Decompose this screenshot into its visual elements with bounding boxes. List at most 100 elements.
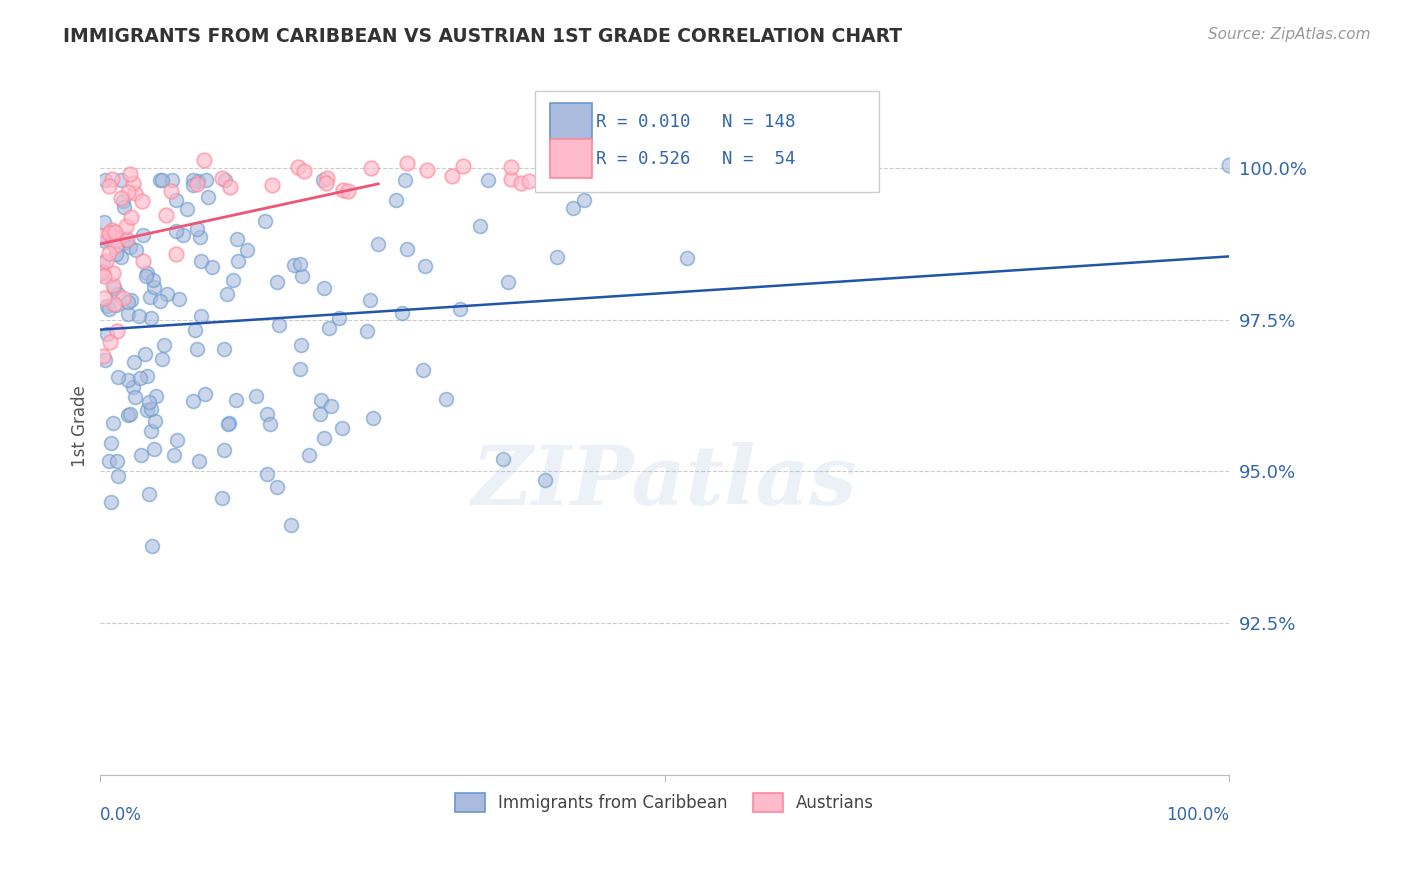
- Point: [165, 246, 187, 260]
- Point: [530, 171, 553, 186]
- Point: [94, 235, 117, 249]
- Point: [96, 327, 118, 342]
- Point: [131, 194, 153, 208]
- Point: [98, 246, 121, 260]
- Point: [91, 255, 114, 269]
- Point: [97, 179, 120, 194]
- Point: [226, 254, 249, 268]
- Point: [367, 237, 389, 252]
- Point: [101, 266, 124, 280]
- Point: [546, 250, 568, 264]
- Point: [266, 275, 288, 289]
- Point: [105, 324, 128, 338]
- Point: [290, 338, 312, 352]
- Point: [149, 173, 172, 187]
- Point: [97, 232, 120, 246]
- Point: [181, 173, 204, 187]
- Point: [136, 266, 159, 280]
- Point: [211, 491, 233, 505]
- Point: [195, 173, 218, 187]
- FancyBboxPatch shape: [550, 103, 592, 142]
- Point: [266, 479, 288, 493]
- Point: [294, 163, 316, 178]
- Point: [312, 431, 335, 445]
- Point: [288, 362, 311, 376]
- Point: [162, 448, 184, 462]
- Point: [395, 242, 418, 256]
- Point: [225, 393, 247, 408]
- Point: [217, 417, 239, 431]
- Point: [103, 297, 125, 311]
- Point: [309, 392, 332, 407]
- Point: [101, 222, 124, 236]
- Point: [104, 247, 127, 261]
- Point: [499, 160, 522, 174]
- Text: IMMIGRANTS FROM CARIBBEAN VS AUSTRIAN 1ST GRADE CORRELATION CHART: IMMIGRANTS FROM CARIBBEAN VS AUSTRIAN 1S…: [63, 27, 903, 45]
- Point: [499, 172, 522, 186]
- Point: [193, 153, 215, 168]
- Point: [124, 186, 146, 200]
- Point: [93, 269, 115, 284]
- Point: [112, 236, 135, 251]
- Point: [214, 173, 236, 187]
- Point: [150, 173, 173, 187]
- Point: [142, 273, 165, 287]
- Point: [122, 176, 145, 190]
- Point: [134, 346, 156, 360]
- Point: [141, 401, 163, 416]
- Point: [96, 254, 118, 268]
- Point: [105, 232, 128, 246]
- Point: [129, 448, 152, 462]
- Text: R = 0.010   N = 148: R = 0.010 N = 148: [596, 113, 796, 131]
- Point: [415, 259, 437, 273]
- Point: [124, 243, 146, 257]
- Point: [128, 309, 150, 323]
- Point: [219, 180, 242, 194]
- Point: [110, 173, 132, 187]
- Point: [94, 173, 117, 187]
- Point: [96, 299, 118, 313]
- Point: [90, 265, 112, 279]
- Point: [451, 159, 474, 173]
- Point: [110, 250, 132, 264]
- Point: [201, 260, 224, 274]
- Point: [318, 320, 340, 334]
- Point: [139, 311, 162, 326]
- Point: [93, 353, 115, 368]
- Point: [391, 306, 413, 320]
- Point: [449, 302, 471, 317]
- Point: [100, 225, 122, 239]
- Point: [145, 389, 167, 403]
- Point: [183, 178, 205, 193]
- Point: [124, 354, 146, 368]
- Point: [188, 230, 211, 244]
- Point: [308, 407, 330, 421]
- Point: [416, 163, 439, 178]
- Point: [89, 229, 111, 244]
- Point: [117, 373, 139, 387]
- Point: [124, 390, 146, 404]
- Point: [156, 287, 179, 301]
- Point: [118, 407, 141, 421]
- FancyBboxPatch shape: [534, 91, 879, 193]
- Point: [143, 414, 166, 428]
- Point: [136, 403, 159, 417]
- Legend: Immigrants from Caribbean, Austrians: Immigrants from Caribbean, Austrians: [449, 786, 882, 819]
- Point: [496, 275, 519, 289]
- Point: [197, 189, 219, 203]
- Point: [312, 173, 335, 187]
- Point: [315, 176, 337, 190]
- Point: [139, 424, 162, 438]
- Point: [100, 435, 122, 450]
- Point: [236, 244, 259, 258]
- Point: [114, 233, 136, 247]
- Point: [101, 416, 124, 430]
- Point: [221, 273, 243, 287]
- Point: [159, 184, 181, 198]
- Point: [105, 454, 128, 468]
- Point: [135, 269, 157, 284]
- Point: [165, 193, 187, 207]
- Point: [91, 349, 114, 363]
- Point: [359, 293, 381, 307]
- Point: [291, 268, 314, 283]
